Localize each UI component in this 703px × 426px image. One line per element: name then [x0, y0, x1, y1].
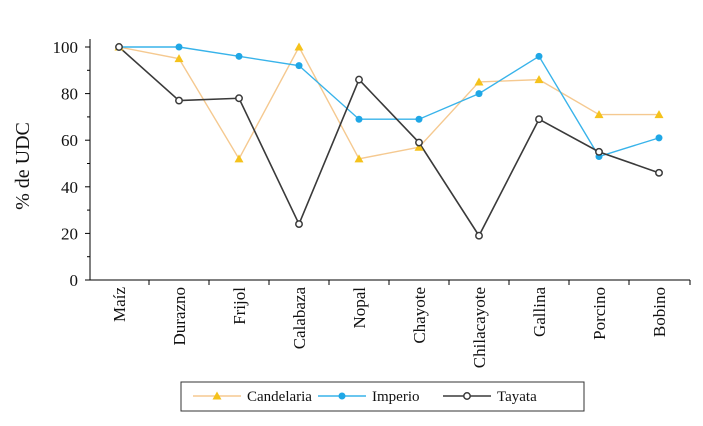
data-point-tayata	[235, 94, 243, 103]
data-point-tayata	[535, 115, 543, 124]
legend-label-candelaria: Candelaria	[247, 389, 312, 405]
y-axis-title-group: % de UDC	[12, 122, 34, 210]
data-point-tayata	[355, 75, 363, 84]
series-line-imperio	[119, 46, 660, 158]
x-tick-label: Chayote	[410, 287, 429, 344]
data-point-tayata	[655, 168, 663, 177]
data-point-candelaria	[234, 154, 244, 163]
legend-box	[180, 381, 585, 412]
legend-label-imperio: Imperio	[372, 389, 419, 405]
series-line-tayata	[118, 46, 660, 238]
series-lines	[118, 45, 660, 238]
data-point-tayata	[175, 96, 183, 105]
data-point-imperio	[355, 115, 363, 123]
y-tick-label: 100	[53, 38, 79, 57]
y-tick-label: 40	[61, 178, 78, 197]
data-point-candelaria	[414, 142, 424, 151]
legend-marker-tayata	[463, 392, 471, 400]
x-tick-label: Chilacayote	[470, 287, 489, 368]
x-tick-label: Calabaza	[290, 287, 309, 350]
data-point-tayata	[295, 220, 303, 229]
data-point-imperio	[655, 134, 663, 142]
x-tick-label: Nopal	[350, 287, 369, 329]
x-tick-label: Durazno	[170, 287, 189, 346]
legend: Candelaria Imperio Tayata	[180, 381, 585, 412]
y-tick-label: 0	[70, 271, 79, 290]
data-point-tayata	[595, 147, 603, 156]
data-point-candelaria	[594, 110, 604, 119]
series-markers	[114, 42, 664, 240]
data-point-tayata	[115, 43, 123, 51]
data-point-candelaria	[294, 42, 304, 51]
y-tick-label: 20	[61, 224, 78, 243]
y-tick-label: 60	[61, 131, 78, 150]
data-point-imperio	[475, 90, 483, 98]
x-tick-label: Frijol	[230, 287, 249, 325]
axes	[89, 39, 690, 281]
legend-label-tayata: Tayata	[497, 389, 537, 405]
data-point-candelaria	[474, 77, 484, 86]
x-tick-label: Gallina	[530, 287, 549, 337]
x-tick-label: Bobino	[650, 287, 669, 337]
legend-marker-candelaria	[212, 391, 222, 400]
data-point-candelaria	[174, 54, 184, 63]
x-tick-label: Maíz	[110, 287, 129, 322]
data-point-candelaria	[654, 110, 664, 119]
data-point-candelaria	[354, 154, 364, 163]
series-line-candelaria	[118, 45, 659, 161]
data-point-imperio	[235, 52, 243, 60]
data-point-candelaria	[534, 75, 544, 84]
y-axis-title: % de UDC	[12, 122, 34, 210]
data-point-tayata	[475, 231, 483, 240]
x-ticks: Maíz Durazno Frijol Calabaza Nopal Chayote Chi…	[110, 280, 691, 368]
data-point-imperio	[295, 62, 303, 70]
y-tick-label: 80	[61, 85, 78, 104]
legend-marker-imperio	[338, 392, 346, 400]
data-point-imperio	[175, 43, 183, 51]
data-point-imperio	[535, 52, 543, 60]
data-point-tayata	[415, 138, 423, 147]
data-point-imperio	[415, 115, 423, 123]
y-ticks: 0 20 40 60 80 100	[53, 38, 90, 290]
x-tick-label: Porcino	[590, 287, 609, 340]
